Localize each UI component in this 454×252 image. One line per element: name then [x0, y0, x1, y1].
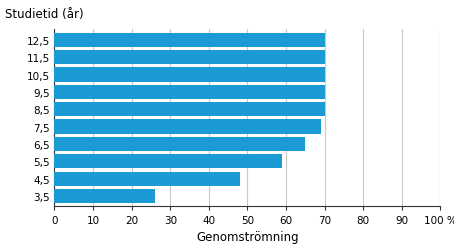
Bar: [54, 120, 321, 134]
Bar: [54, 103, 325, 117]
Bar: [54, 51, 325, 65]
X-axis label: Genomströmning: Genomströmning: [196, 230, 299, 243]
Bar: [54, 172, 240, 186]
Text: Studietid (år): Studietid (år): [5, 8, 83, 20]
Bar: [54, 68, 325, 82]
Bar: [54, 189, 155, 203]
Bar: [54, 154, 282, 169]
Bar: [54, 137, 306, 151]
Bar: [54, 85, 325, 100]
Bar: [54, 34, 325, 48]
